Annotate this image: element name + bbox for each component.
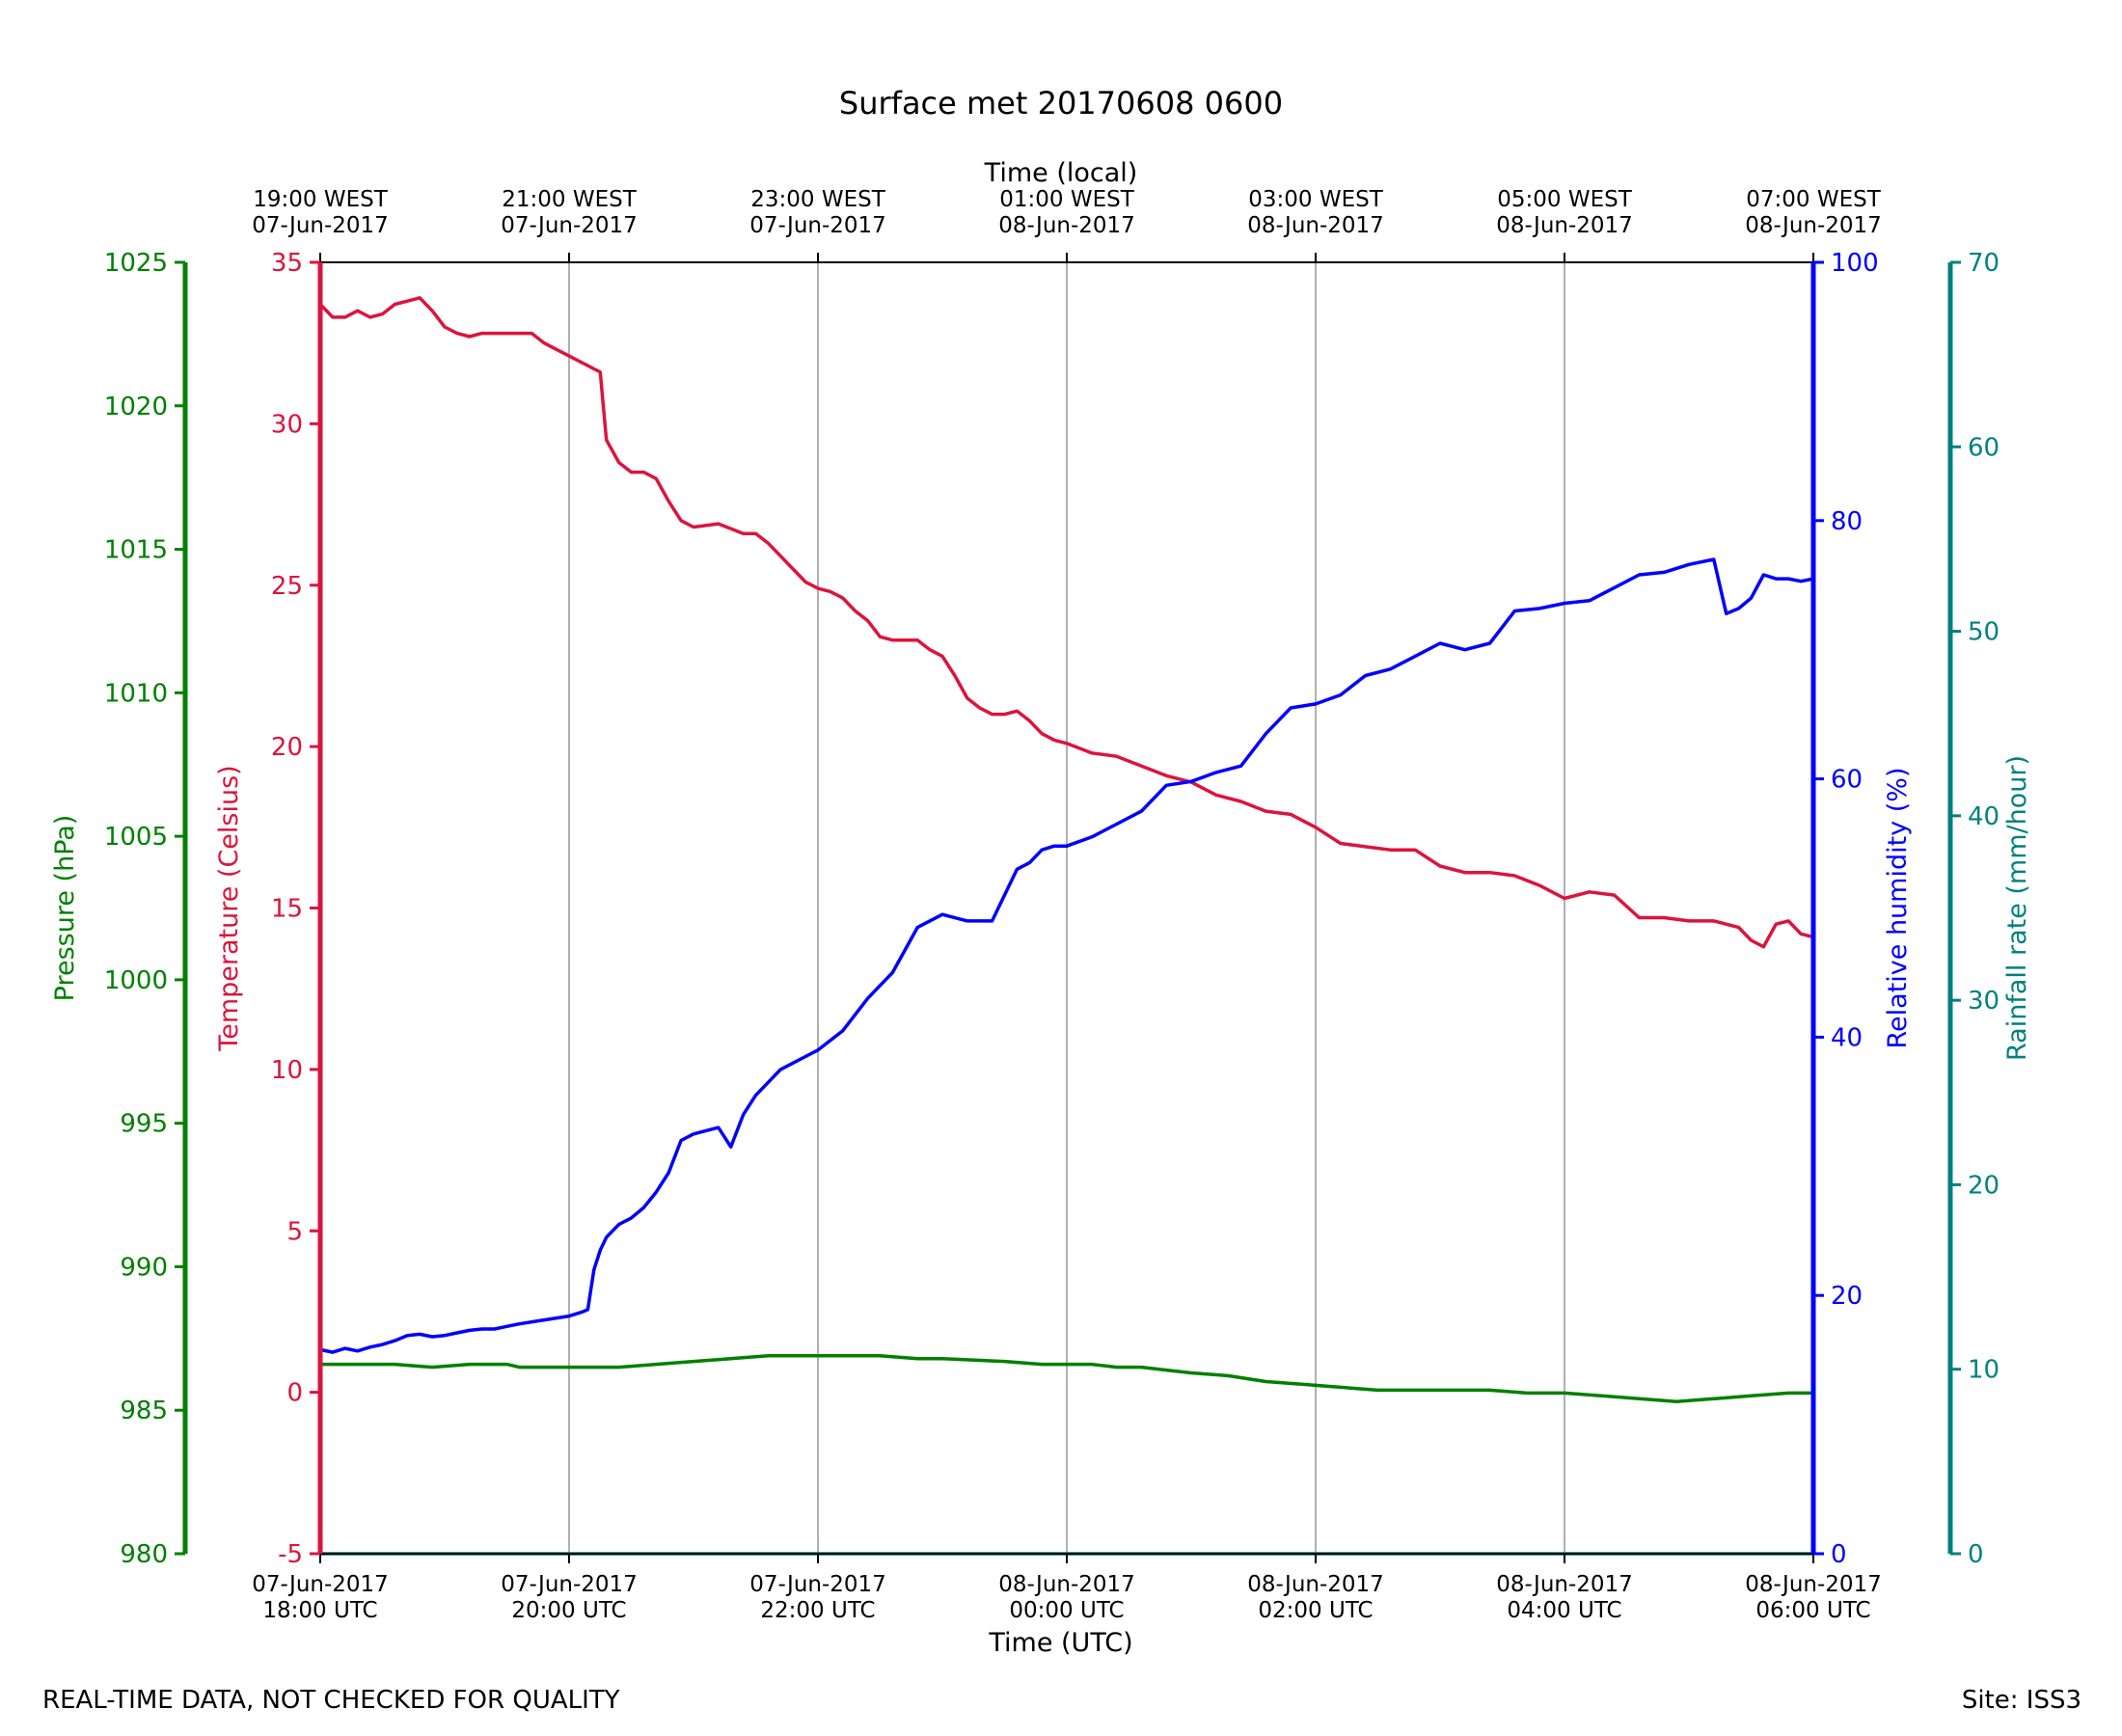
x-bottom-tick-label: 07-Jun-2017	[749, 1572, 886, 1597]
pressure-axis-tick-label: 1005	[104, 823, 168, 852]
x-top-axis-label: Time (local)	[984, 158, 1138, 188]
humidity-axis-tick-label: 60	[1831, 766, 1863, 795]
x-bottom-tick-label: 07-Jun-2017	[252, 1572, 389, 1597]
temperature-axis-tick-label: 15	[271, 895, 303, 924]
x-top-tick-label: 08-Jun-2017	[1247, 213, 1384, 238]
temperature-axis-tick-label: 5	[286, 1217, 303, 1246]
pressure-axis-tick-label: 995	[120, 1110, 168, 1139]
pressure-axis-tick-label: 980	[120, 1540, 168, 1569]
pressure-series-line	[318, 1353, 1815, 1404]
temperature-axis-label: Temperature (Celsius)	[214, 765, 244, 1051]
pressure-axis-tick-label: 1000	[104, 966, 168, 995]
chart-title: Surface met 20170608 0600	[839, 85, 1283, 122]
x-top-tick-label: 19:00 WEST	[253, 187, 388, 212]
humidity-axis-tick-label: 20	[1831, 1282, 1863, 1311]
x-top-tick-label: 07-Jun-2017	[749, 213, 886, 238]
x-top-tick-label: 08-Jun-2017	[1496, 213, 1633, 238]
site-label: Site: ISS3	[1961, 1686, 2081, 1715]
x-top-tick-label: 21:00 WEST	[502, 187, 637, 212]
x-top-tick-label: 07:00 WEST	[1746, 187, 1881, 212]
x-top-tick-label: 23:00 WEST	[750, 187, 885, 212]
x-top-tick-label: 08-Jun-2017	[998, 213, 1135, 238]
x-bottom-tick-label: 22:00 UTC	[760, 1598, 875, 1623]
pressure-axis-tick-label: 1020	[104, 393, 168, 421]
temperature-axis-tick-label: 25	[271, 572, 303, 601]
temperature-axis-tick-label: 20	[271, 733, 303, 762]
temperature-series-line	[318, 296, 1815, 949]
pressure-axis-tick-label: 985	[120, 1397, 168, 1425]
x-bottom-tick-label: 08-Jun-2017	[1745, 1572, 1882, 1597]
temperature-axis-tick-label: 10	[271, 1056, 303, 1085]
pressure-axis-label: Pressure (hPa)	[50, 815, 80, 1002]
rainfall-axis-tick-label: 10	[1968, 1356, 2000, 1385]
temperature-axis-tick-label: 35	[271, 249, 303, 278]
rainfall-axis-tick-label: 70	[1968, 249, 2000, 278]
rainfall-axis-tick-label: 20	[1968, 1171, 2000, 1200]
humidity-axis-tick-label: 100	[1831, 249, 1879, 278]
x-bottom-axis-label: Time (UTC)	[988, 1628, 1132, 1658]
x-top-tick-label: 05:00 WEST	[1497, 187, 1632, 212]
quality-disclaimer: REAL-TIME DATA, NOT CHECKED FOR QUALITY	[42, 1686, 620, 1715]
pressure-axis-tick-label: 1025	[104, 249, 168, 278]
x-top-tick-label: 07-Jun-2017	[501, 213, 638, 238]
rainfall-axis-tick-label: 0	[1968, 1540, 1984, 1569]
x-top-tick-label: 01:00 WEST	[999, 187, 1134, 212]
humidity-axis-tick-label: 80	[1831, 507, 1863, 536]
humidity-series-line	[318, 557, 1815, 1354]
x-bottom-tick-label: 02:00 UTC	[1258, 1598, 1373, 1623]
humidity-axis-tick-label: 0	[1831, 1540, 1847, 1569]
x-bottom-tick-label: 04:00 UTC	[1507, 1598, 1621, 1623]
x-bottom-tick-label: 00:00 UTC	[1009, 1598, 1124, 1623]
temperature-axis-tick-label: 0	[286, 1379, 303, 1408]
humidity-axis-label: Relative humidity (%)	[1883, 767, 1913, 1048]
temperature-axis-tick-label: 30	[271, 410, 303, 439]
pressure-axis-tick-label: 1010	[104, 679, 168, 708]
x-bottom-tick-label: 20:00 UTC	[511, 1598, 626, 1623]
x-bottom-tick-label: 08-Jun-2017	[1496, 1572, 1633, 1597]
rainfall-axis-tick-label: 50	[1968, 618, 2000, 647]
x-bottom-tick-label: 08-Jun-2017	[1247, 1572, 1384, 1597]
x-bottom-tick-label: 07-Jun-2017	[501, 1572, 638, 1597]
x-top-tick-label: 03:00 WEST	[1248, 187, 1383, 212]
pressure-axis-tick-label: 1015	[104, 536, 168, 565]
rainfall-axis-tick-label: 40	[1968, 802, 2000, 831]
x-top-tick-label: 07-Jun-2017	[252, 213, 389, 238]
humidity-axis-tick-label: 40	[1831, 1023, 1863, 1052]
rainfall-axis-tick-label: 60	[1968, 433, 2000, 462]
grid-layer	[568, 262, 1565, 1554]
x-bottom-tick-label: 18:00 UTC	[262, 1598, 377, 1623]
rainfall-axis-tick-label: 30	[1968, 987, 2000, 1016]
rainfall-axis-label: Rainfall rate (mm/hour)	[2002, 755, 2032, 1061]
pressure-axis-tick-label: 990	[120, 1253, 168, 1282]
x-bottom-tick-label: 06:00 UTC	[1755, 1598, 1870, 1623]
x-bottom-tick-label: 08-Jun-2017	[998, 1572, 1135, 1597]
temperature-axis-tick-label: -5	[278, 1540, 303, 1569]
x-top-tick-label: 08-Jun-2017	[1745, 213, 1882, 238]
